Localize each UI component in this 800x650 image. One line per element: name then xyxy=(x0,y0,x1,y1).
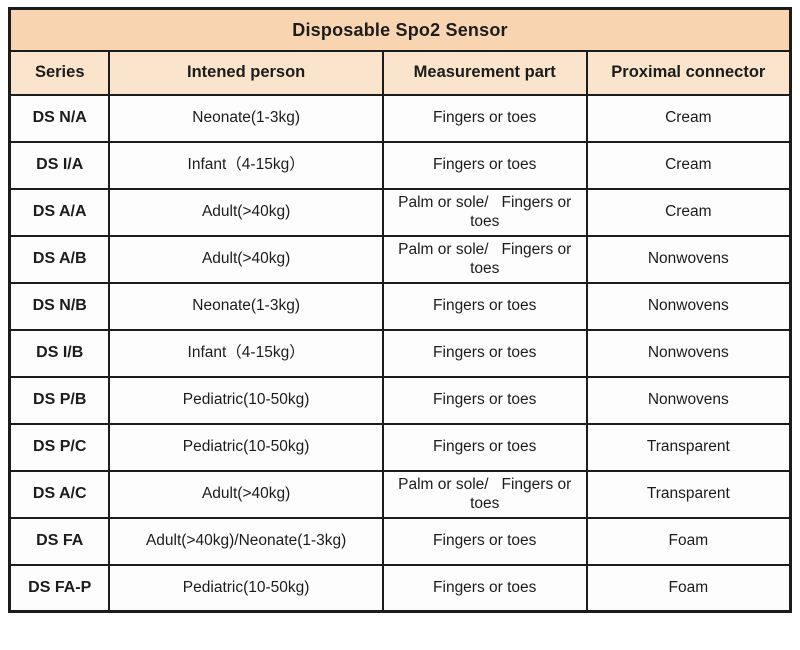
table-row: DS A/B Adult(>40kg) Palm or sole/ Fingers … xyxy=(8,234,792,284)
table-row: DS N/B Neonate(1-3kg) Fingers or toes Nonwo… xyxy=(8,281,792,331)
table-row: DS I/A Infant（4-15kg） Fingers or toes Cream xyxy=(8,140,792,190)
part-cell: Fingers or toes xyxy=(381,93,588,143)
spo2-sensor-table: Disposable Spo2 Sensor Series Intened per… xyxy=(8,7,792,613)
column-header-proximal-connector: Proximal connector xyxy=(585,49,792,96)
table-row: DS FA-P Pediatric(10-50kg) Fingers or toes… xyxy=(8,563,792,613)
connector-cell: Cream xyxy=(585,140,792,190)
person-cell: Infant（4-15kg） xyxy=(108,140,384,190)
part-cell: Fingers or toes xyxy=(381,422,588,472)
series-cell: DS A/A xyxy=(8,187,111,237)
connector-cell: Cream xyxy=(585,93,792,143)
series-cell: DS N/B xyxy=(8,281,111,331)
person-cell: Pediatric(10-50kg) xyxy=(108,375,384,425)
table-row: DS A/C Adult(>40kg) Palm or sole/ Fingers … xyxy=(8,469,792,519)
table-title: Disposable Spo2 Sensor xyxy=(8,7,792,52)
part-cell: Palm or sole/ Fingers or toes xyxy=(381,234,588,284)
connector-cell: Nonwovens xyxy=(585,328,792,378)
person-cell: Neonate(1-3kg) xyxy=(108,281,384,331)
person-cell: Infant（4-15kg） xyxy=(108,328,384,378)
column-header-intened-person: Intened person xyxy=(108,49,384,96)
part-cell: Fingers or toes xyxy=(381,563,588,613)
person-cell: Adult(>40kg)/Neonate(1-3kg) xyxy=(108,516,384,566)
part-cell: Palm or sole/ Fingers or toes xyxy=(381,187,588,237)
table-row: DS N/A Neonate(1-3kg) Fingers or toes Cream xyxy=(8,93,792,143)
connector-cell: Nonwovens xyxy=(585,281,792,331)
table-row: DS P/C Pediatric(10-50kg) Fingers or toes T… xyxy=(8,422,792,472)
connector-cell: Foam xyxy=(585,516,792,566)
connector-cell: Nonwovens xyxy=(585,375,792,425)
part-cell: Fingers or toes xyxy=(381,375,588,425)
table-row: DS P/B Pediatric(10-50kg) Fingers or toes N… xyxy=(8,375,792,425)
connector-cell: Nonwovens xyxy=(585,234,792,284)
part-cell: Palm or sole/ Fingers or toes xyxy=(381,469,588,519)
connector-cell: Transparent xyxy=(585,422,792,472)
table-row: DS FA Adult(>40kg)/Neonate(1-3kg) Fingers … xyxy=(8,516,792,566)
series-cell: DS FA xyxy=(8,516,111,566)
person-cell: Neonate(1-3kg) xyxy=(108,93,384,143)
series-cell: DS FA-P xyxy=(8,563,111,613)
table-title-row: Disposable Spo2 Sensor xyxy=(8,7,792,52)
connector-cell: Transparent xyxy=(585,469,792,519)
connector-cell: Cream xyxy=(585,187,792,237)
series-cell: DS N/A xyxy=(8,93,111,143)
part-cell: Fingers or toes xyxy=(381,328,588,378)
person-cell: Adult(>40kg) xyxy=(108,469,384,519)
table-row: DS A/A Adult(>40kg) Palm or sole/ Fingers … xyxy=(8,187,792,237)
table-row: DS I/B Infant（4-15kg） Fingers or toes Nonwo… xyxy=(8,328,792,378)
part-cell: Fingers or toes xyxy=(381,140,588,190)
series-cell: DS I/B xyxy=(8,328,111,378)
person-cell: Adult(>40kg) xyxy=(108,234,384,284)
column-header-measurement-part: Measurement part xyxy=(381,49,588,96)
connector-cell: Foam xyxy=(585,563,792,613)
person-cell: Adult(>40kg) xyxy=(108,187,384,237)
part-cell: Fingers or toes xyxy=(381,281,588,331)
series-cell: DS P/B xyxy=(8,375,111,425)
series-cell: DS I/A xyxy=(8,140,111,190)
table-header-row: Series Intened person Measurement part Prox… xyxy=(8,49,792,96)
series-cell: DS A/B xyxy=(8,234,111,284)
series-cell: DS P/C xyxy=(8,422,111,472)
series-cell: DS A/C xyxy=(8,469,111,519)
person-cell: Pediatric(10-50kg) xyxy=(108,422,384,472)
page: Disposable Spo2 Sensor Series Intened per… xyxy=(8,7,792,613)
part-cell: Fingers or toes xyxy=(381,516,588,566)
person-cell: Pediatric(10-50kg) xyxy=(108,563,384,613)
column-header-series: Series xyxy=(8,49,111,96)
